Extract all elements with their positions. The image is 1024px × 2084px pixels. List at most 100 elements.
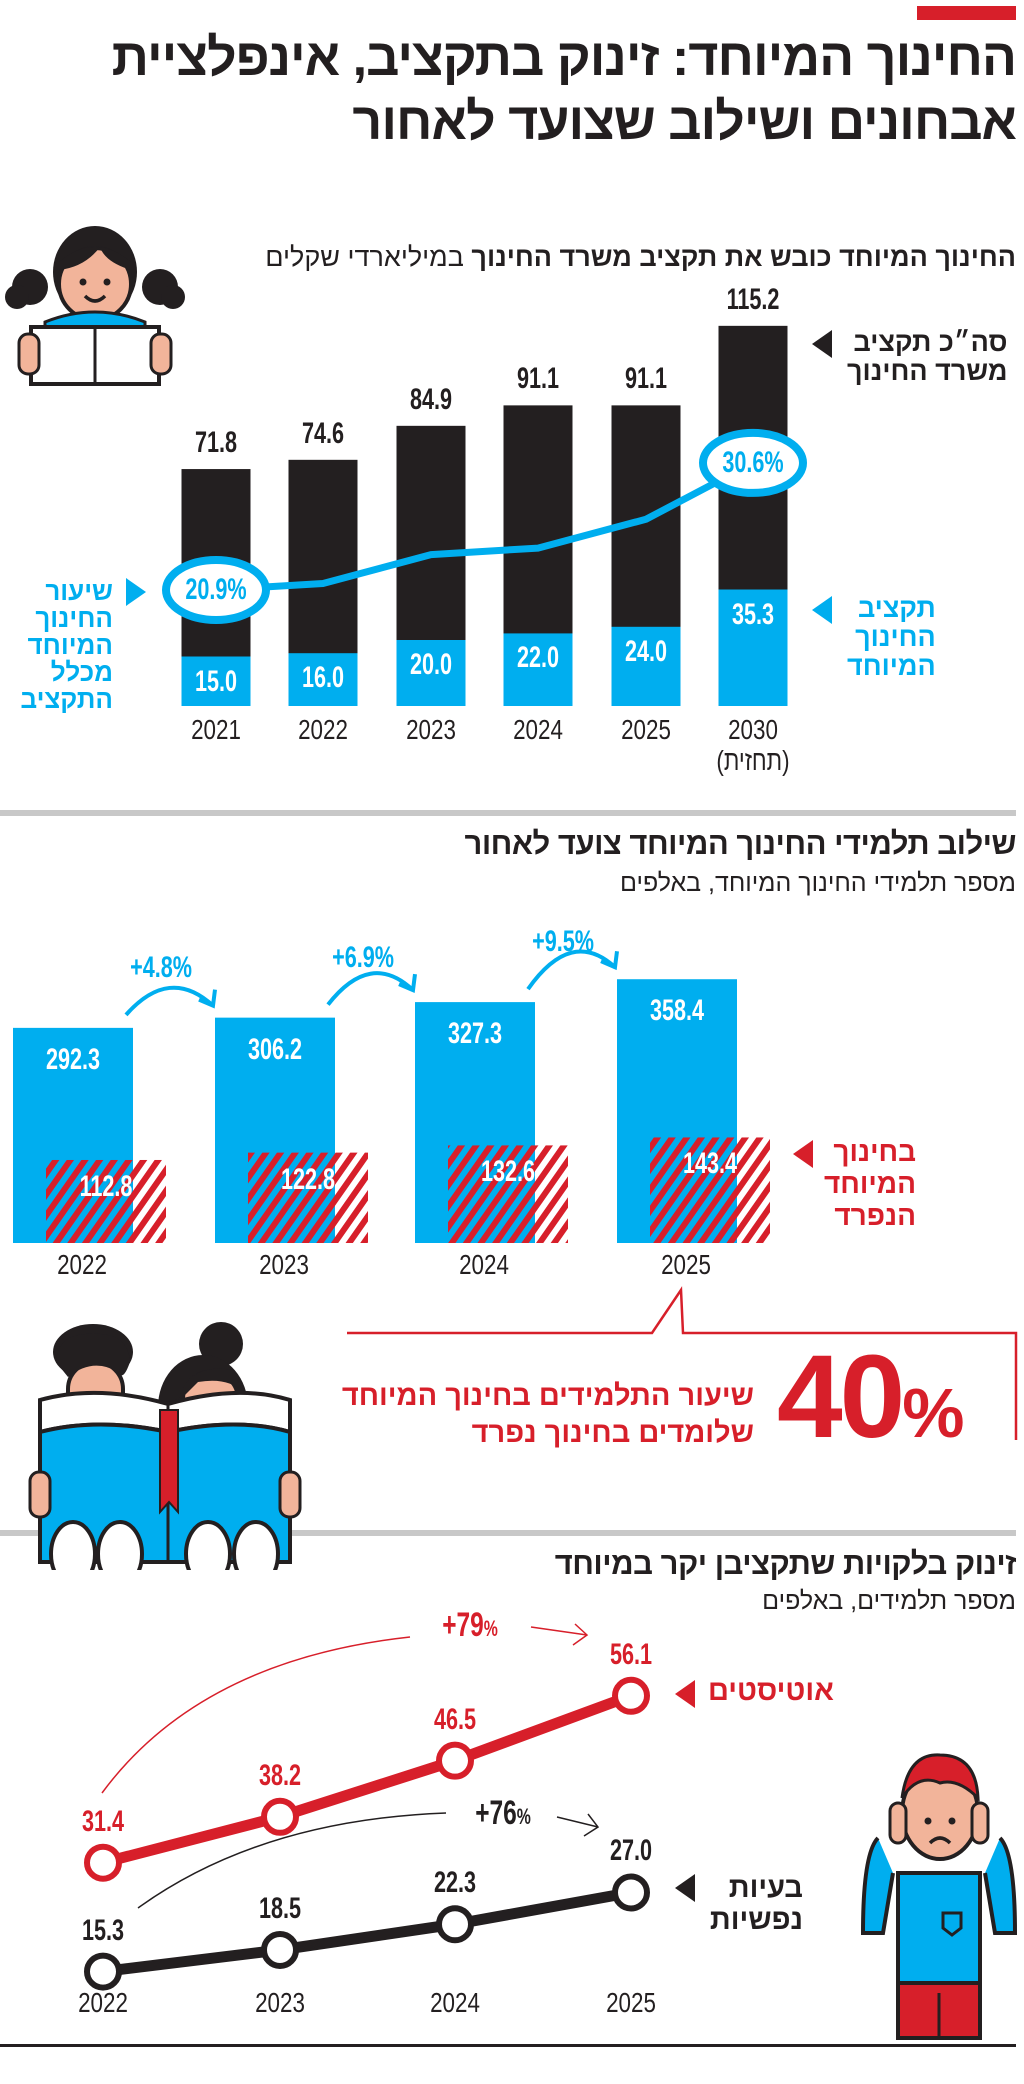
legend-share-line: התקציב	[20, 684, 113, 714]
special-budget-bar	[288, 653, 358, 706]
autism-value-label: 31.4	[81, 1804, 125, 1838]
special-value-label: 24.0	[624, 634, 668, 668]
total-value-label: 91.1	[516, 362, 560, 396]
callout-value: 40%	[777, 1338, 965, 1472]
special-budget-bar	[718, 589, 788, 706]
share-value-label: 20.9%	[185, 573, 247, 606]
autism-value-label: 38.2	[258, 1758, 302, 1792]
year-label: 2023	[406, 714, 456, 745]
change-value: +76	[475, 1794, 517, 1832]
separate-students-label: 132.6	[480, 1155, 536, 1189]
legend-share-line: מכלל	[50, 657, 113, 687]
callout-percent: %	[902, 1374, 964, 1452]
callout-text-line: שלומדים בחינוך נפרד	[471, 1417, 754, 1449]
share-value-label: 30.6%	[722, 445, 784, 479]
change-percent: %	[516, 1804, 531, 1829]
callout-number: 40	[777, 1331, 905, 1463]
legend-total-line: משרד החינוך	[847, 356, 1008, 386]
budget-chart	[162, 325, 807, 706]
pointer-left-icon	[675, 1874, 695, 1902]
mental-value-label: 22.3	[433, 1866, 477, 1900]
mental-value-label: 15.3	[81, 1913, 125, 1947]
legend-share-line: המיוחד	[27, 630, 113, 660]
special-budget-bar	[181, 656, 251, 706]
separate-students-bar	[248, 1152, 368, 1243]
pointer-left-icon	[675, 1680, 695, 1708]
arrowhead-icon	[198, 989, 217, 1009]
special-value-label: 22.0	[516, 641, 560, 675]
page-title-line2: אבחונים ושילוב שצועד לאחור	[352, 93, 1017, 151]
total-students-label: 358.4	[649, 994, 705, 1028]
autism-value-label: 56.1	[609, 1637, 653, 1671]
bottom-rule	[0, 2044, 1016, 2047]
arrow-icon	[556, 1813, 600, 1837]
autism-marker	[84, 1843, 122, 1882]
callout-text: שיעור התלמידים בחינוך המיוחד שלומדים בחי…	[342, 1378, 754, 1452]
mental-marker	[261, 1930, 299, 1969]
special-budget-bar	[611, 626, 681, 706]
pointer-left-icon	[812, 330, 832, 358]
arrow-icon	[530, 1623, 589, 1646]
total-students-label: 327.3	[447, 1017, 503, 1051]
callout-text-line: שיעור התלמידים בחינוך המיוחד	[341, 1380, 754, 1412]
special-value-label: 35.3	[731, 597, 775, 631]
share-marker	[162, 556, 270, 624]
year-label: 2022	[57, 1249, 107, 1280]
separate-students-label: 122.8	[280, 1162, 336, 1196]
legend-separate-line: בחינוך	[833, 1136, 917, 1167]
growth-label: +6.9%	[332, 940, 394, 974]
students-chart	[13, 949, 770, 1243]
autism-marker	[612, 1676, 650, 1715]
page-title-line1: החינוך המיוחד: זינוק בתקציב, אינפלציית	[111, 29, 1017, 87]
total-value-label: 115.2	[726, 282, 780, 316]
separate-students-bar	[650, 1137, 770, 1243]
legend-separate-line: הנפרד	[834, 1200, 917, 1231]
section1-title-bold: החינוך המיוחד כובש את תקציב משרד החינוך	[471, 242, 1016, 272]
year-label: 2021	[191, 714, 241, 745]
separate-students-bar	[46, 1159, 166, 1243]
change-label: +79%	[442, 1608, 498, 1644]
arrowhead-icon	[398, 973, 417, 993]
year-label: 2030	[728, 714, 778, 745]
section3-subtitle: מספר תלמידים, באלפים	[762, 1587, 1016, 1615]
autism-value-label: 46.5	[433, 1702, 477, 1736]
total-value-label: 84.9	[409, 382, 453, 416]
special-budget-bar	[503, 633, 573, 706]
special-value-label: 20.0	[409, 648, 453, 681]
section-divider	[0, 810, 1016, 816]
year-label: 2025	[661, 1249, 711, 1280]
section-divider	[0, 1530, 1016, 1536]
mental-marker	[436, 1905, 474, 1944]
growth-arrow	[326, 971, 415, 1006]
year-label: 2025	[621, 714, 671, 745]
kids-reading-illustration	[28, 1322, 302, 1570]
legend-separate: בחינוך המיוחד הנפרד	[824, 1136, 916, 1232]
growth-arrow	[124, 985, 215, 1017]
section1-title-unit: במיליארדי שקלים	[265, 242, 464, 272]
change-value: +79	[442, 1606, 484, 1644]
growth-arrow	[526, 949, 617, 991]
pointer-left-icon	[793, 1140, 813, 1168]
mental-value-label: 27.0	[609, 1834, 653, 1868]
legend-total-line: סה״כ תקציב	[853, 327, 1008, 357]
total-value-label: 71.8	[194, 426, 238, 460]
change-percent: %	[483, 1616, 498, 1641]
year-label: 2025	[606, 1987, 656, 2018]
forecast-label: (תחזית)	[716, 745, 790, 776]
section2-title: שילוב תלמידי החינוך המיוחד צועד לאחור	[464, 826, 1016, 861]
mental-value-label: 18.5	[258, 1891, 302, 1925]
separate-students-label: 112.8	[79, 1169, 133, 1203]
section3-title: זינוק בלקויות שתקציבן יקר במיוחד	[554, 1546, 1017, 1581]
legend-separate-line: המיוחד	[824, 1168, 917, 1199]
legend-share-line: החינוך	[35, 603, 113, 633]
pointer-right-icon	[126, 578, 146, 606]
year-label: 2023	[255, 1987, 305, 2018]
year-label: 2022	[78, 1987, 128, 2018]
brand-bar	[917, 6, 1016, 20]
legend-mental: בעיות נפשיות	[709, 1872, 803, 1936]
autism-marker	[436, 1741, 474, 1780]
separate-students-label: 143.4	[682, 1147, 738, 1181]
change-arc	[137, 1812, 447, 1909]
total-students-label: 292.3	[45, 1042, 101, 1076]
